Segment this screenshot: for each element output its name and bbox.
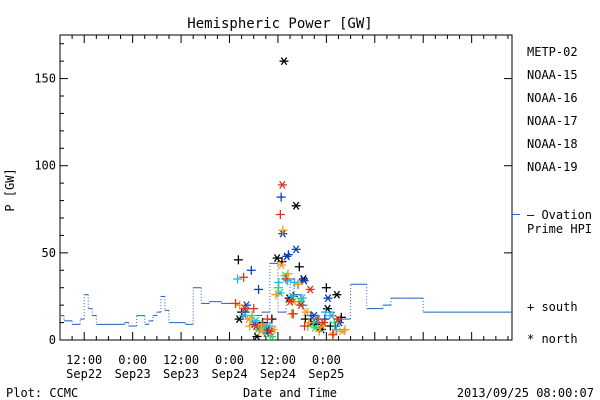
x-tick-label-time: 12:00 [163,353,199,367]
north-point-noaa-18 [301,308,311,317]
legend-ovation-line1: — Ovation [527,208,592,222]
x-tick-label-time: 0:00 [215,353,244,367]
x-tick-label-time: 12:00 [260,353,296,367]
plot-frame [59,34,513,341]
south-point-noaa-18 [283,269,293,279]
legend-entry-noaa-15: NOAA-15 [527,68,578,82]
south-point-metp-02 [233,255,243,265]
north-point-noaa-19 [333,315,343,324]
north-point-metp-02 [234,315,244,324]
legend-entry-noaa-16: NOAA-16 [527,91,578,105]
north-point-metp-02 [279,57,289,66]
south-point-noaa-19 [281,274,291,284]
y-tick-label: 50 [42,246,56,260]
north-point-noaa-19 [251,322,261,331]
north-point-noaa-19 [296,301,306,310]
south-point-metp-02 [294,262,304,272]
north-point-noaa-15 [299,276,309,285]
south-point-noaa-18 [278,225,288,235]
data-points [231,57,350,341]
south-point-noaa-18 [294,279,304,289]
north-point-metp-02 [291,201,301,210]
legend-entry-noaa-18: NOAA-18 [527,137,578,151]
south-point-noaa-18 [271,290,281,300]
south-point-noaa-16 [321,307,331,317]
north-point-metp-02 [332,290,342,299]
south-point-noaa-15 [246,265,256,275]
legend-south-symbol: + south [527,300,578,314]
x-axis: 12:00Sep220:00Sep2312:00Sep230:00Sep2412… [59,35,509,381]
north-point-noaa-18 [337,327,347,336]
x-tick-label-date: Sep25 [308,367,344,381]
south-point-noaa-16 [289,277,299,287]
south-point-noaa-19 [239,272,249,282]
south-point-noaa-18 [257,319,267,329]
north-point-noaa-18 [268,325,278,334]
north-point-noaa-16 [327,311,337,320]
north-point-noaa-17 [266,332,276,341]
south-point-noaa-15 [254,284,264,294]
south-point-noaa-19 [328,330,338,340]
legend-entry-noaa-19: NOAA-19 [527,160,578,174]
south-point-noaa-19 [288,309,298,319]
ovation-series [60,262,512,327]
x-tick-label-date: Sep23 [163,367,199,381]
north-point-metp-02 [272,254,282,263]
north-point-noaa-17 [310,323,320,332]
x-tick-label-date: Sep24 [260,367,296,381]
north-point-noaa-19 [277,180,287,189]
south-point-noaa-18 [329,328,339,338]
legend-entry-metp-02: METP-02 [527,45,578,59]
north-point-noaa-19 [240,304,250,313]
north-point-noaa-18 [244,315,254,324]
north-point-noaa-18 [277,261,287,270]
south-point-noaa-16 [233,274,243,284]
south-point-noaa-17 [273,283,283,293]
south-point-noaa-18 [314,326,324,336]
y-axis-label: P [GW] [3,168,17,211]
legend-ovation-line2: Prime HPI [527,222,592,236]
north-point-noaa-19 [305,285,315,294]
y-tick-label: 0 [49,333,56,347]
y-tick-label: 150 [34,72,56,86]
footer-timestamp: 2013/09/25 08:00:07 [457,386,594,400]
south-point-noaa-18 [340,325,350,335]
x-tick-label-date: Sep22 [66,367,102,381]
south-point-noaa-19 [249,304,259,314]
north-point-noaa-19 [319,318,329,327]
north-point-noaa-15 [282,252,292,261]
north-point-metp-02 [323,304,333,313]
south-point-noaa-15 [276,192,286,202]
legend-entry-noaa-17: NOAA-17 [527,114,578,128]
north-point-noaa-18 [256,327,266,336]
x-tick-label-time: 0:00 [312,353,341,367]
north-point-noaa-19 [265,327,275,336]
x-tick-label-date: Sep24 [211,367,247,381]
north-point-noaa-16 [287,292,297,301]
chart-title: Hemispheric Power [GW] [187,16,372,32]
x-tick-label-date: Sep23 [115,367,151,381]
y-axis: 0 50 100 150 [34,43,512,347]
south-point-noaa-19 [275,210,285,220]
north-point-noaa-15 [291,245,301,254]
south-point-noaa-19 [231,298,241,308]
legend-north-symbol: * north [527,332,578,346]
north-point-noaa-16 [275,288,285,297]
x-axis-label: Date and Time [243,386,337,400]
footer-plot-source: Plot: CCMC [6,386,78,400]
x-tick-label-time: 0:00 [118,353,147,367]
south-point-metp-02 [321,283,331,293]
y-tick-label: 100 [34,159,56,173]
x-tick-label-time: 12:00 [66,353,102,367]
north-point-noaa-15 [323,294,333,303]
legend: METP-02 NOAA-15 NOAA-16 NOAA-17 NOAA-18 NOAA-… [512,45,592,346]
north-point-noaa-19 [285,297,295,306]
south-point-noaa-19 [300,321,310,331]
south-point-noaa-19 [262,314,272,324]
